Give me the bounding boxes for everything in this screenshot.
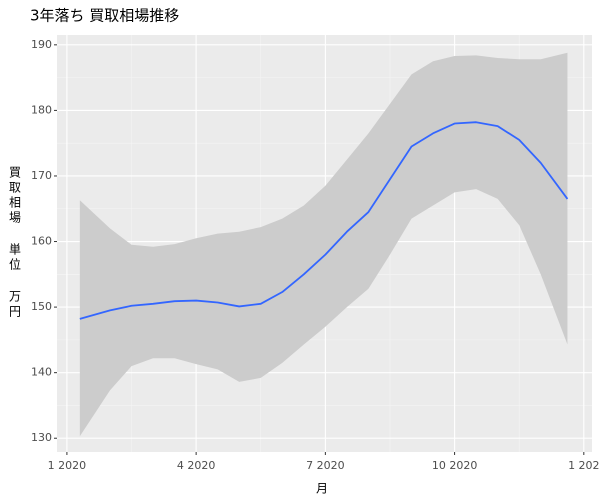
y-tick-label: 130 (31, 431, 52, 444)
y-tick-label: 170 (31, 169, 52, 182)
x-tick-label: 7 2020 (306, 459, 345, 472)
x-tick-label: 4 2020 (177, 459, 216, 472)
x-tick-label: 10 2020 (432, 459, 478, 472)
x-tick-label: 1 202 (568, 459, 600, 472)
x-tick-label: 1 2020 (48, 459, 87, 472)
trend-line (79, 121, 569, 320)
x-axis-title: 月 (316, 482, 328, 496)
y-tick-label: 190 (31, 38, 52, 51)
y-axis-title: 買取相場 単位 万円 (8, 166, 22, 320)
y-tick-label: 180 (31, 103, 52, 116)
y-tick-label: 160 (31, 235, 52, 248)
chart-title: 3年落ち 買取相場推移 (30, 7, 179, 25)
y-tick-label: 140 (31, 366, 52, 379)
confidence-band (79, 52, 568, 437)
y-tick-label: 150 (31, 300, 52, 313)
